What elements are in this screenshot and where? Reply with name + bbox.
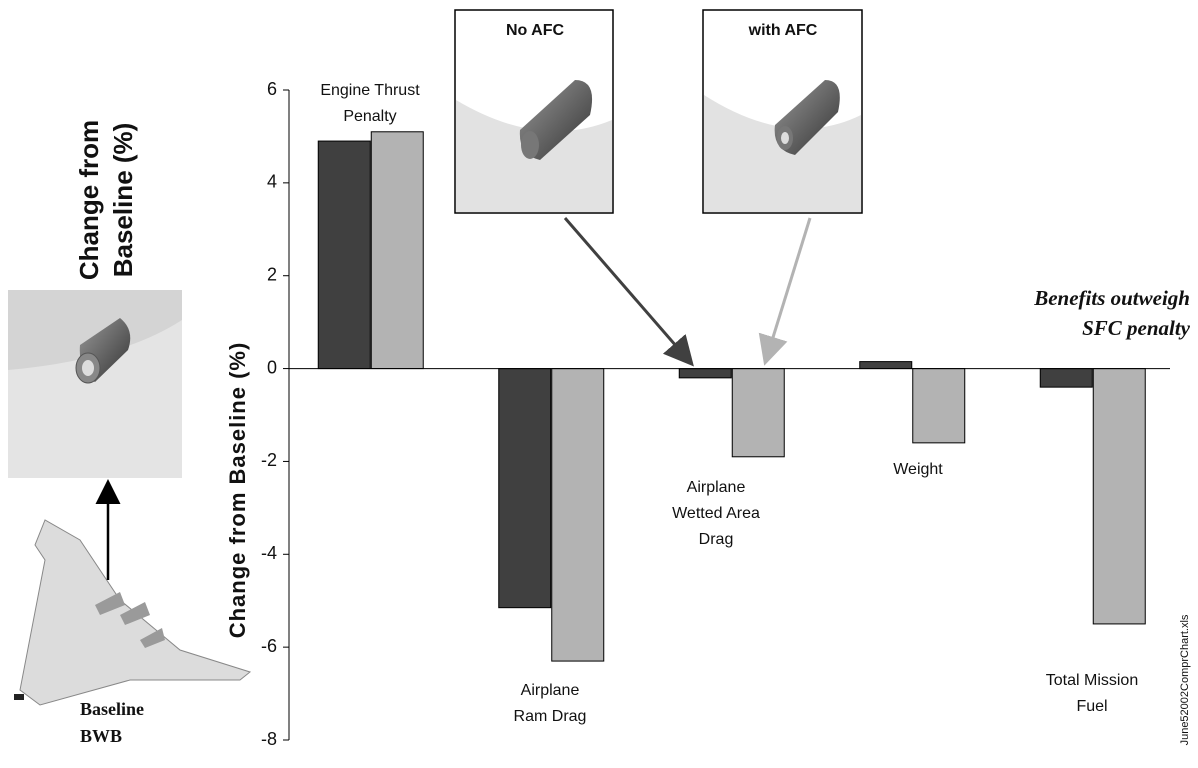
bar xyxy=(732,369,784,457)
bar xyxy=(1040,369,1092,388)
bar xyxy=(371,132,423,369)
legend-no-afc: No AFC xyxy=(506,22,565,39)
y-tick-label: -6 xyxy=(261,636,277,656)
y-tick-label: 4 xyxy=(267,172,277,192)
bar xyxy=(1093,369,1145,624)
arrow xyxy=(766,218,810,360)
arrow xyxy=(565,218,690,362)
y-tick-label: 6 xyxy=(267,79,277,99)
y-axis-label: Change from Baseline (%) xyxy=(225,342,250,639)
y-tick-label: 2 xyxy=(267,264,277,284)
bar xyxy=(318,141,370,368)
y-tick-label: -2 xyxy=(261,450,277,470)
file-label: June52002ComprChart.xls xyxy=(1179,614,1191,745)
bar xyxy=(913,369,965,443)
legend-with-afc: with AFC xyxy=(748,22,818,39)
bar xyxy=(679,369,731,378)
baseline-illustration xyxy=(8,290,250,705)
y-tick-label: -8 xyxy=(261,729,277,749)
inset-with-afc xyxy=(703,10,862,213)
bar xyxy=(860,362,912,369)
bar xyxy=(499,369,551,608)
inset-no-afc xyxy=(455,10,613,213)
y-tick-label: 0 xyxy=(267,357,277,377)
category-label: Weight xyxy=(893,461,943,478)
bar xyxy=(552,369,604,661)
y-tick-label: -4 xyxy=(261,543,277,563)
chart: BaselineBWB Change fromBaseline (%) Chan… xyxy=(0,0,1198,768)
